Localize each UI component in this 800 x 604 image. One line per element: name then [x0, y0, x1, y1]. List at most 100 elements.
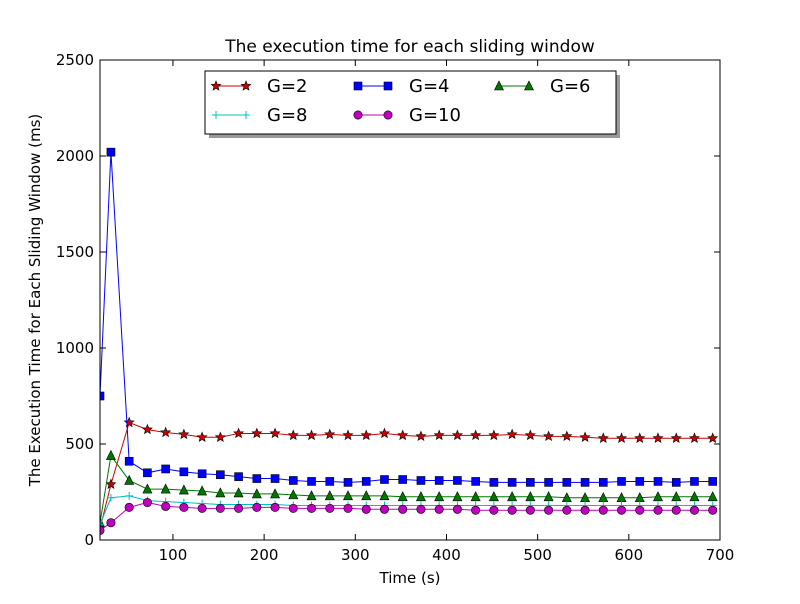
legend-marker: [524, 80, 534, 91]
data-point: [453, 476, 462, 485]
data-point: [342, 429, 354, 441]
data-point: [197, 469, 207, 479]
data-point: [544, 478, 553, 487]
y-tick-label: 2500: [56, 51, 94, 69]
data-point: [307, 503, 317, 513]
y-axis-label: The Execution Time for Each Sliding Wind…: [26, 114, 44, 488]
data-point: [343, 478, 353, 487]
data-point: [597, 432, 609, 443]
data-point: [106, 518, 116, 528]
data-point: [269, 427, 281, 439]
data-point: [343, 503, 353, 513]
data-point: [306, 490, 317, 501]
data-point: [525, 491, 536, 502]
data-point: [452, 504, 462, 514]
data-point: [451, 429, 463, 441]
data-point: [580, 505, 590, 515]
data-point: [489, 478, 499, 487]
data-point: [307, 477, 316, 486]
data-point: [123, 416, 135, 428]
data-point: [434, 476, 444, 485]
data-point: [178, 428, 190, 440]
data-point: [708, 477, 718, 486]
data-point: [398, 504, 408, 514]
series-g-6: [100, 449, 718, 528]
legend-marker: [353, 81, 363, 91]
data-point: [124, 474, 135, 485]
data-point: [652, 432, 664, 443]
data-point: [634, 432, 646, 443]
data-point: [488, 429, 500, 441]
data-point: [688, 432, 700, 443]
data-point: [379, 504, 389, 514]
data-point: [270, 502, 280, 512]
data-point: [707, 432, 719, 443]
legend-marker: [383, 110, 393, 120]
data-point: [470, 429, 482, 441]
data-point: [161, 464, 170, 474]
data-point: [380, 475, 389, 484]
data-point: [324, 490, 335, 501]
chart-title: The execution time for each sliding wind…: [224, 37, 595, 57]
data-point: [251, 488, 262, 499]
data-point: [524, 429, 536, 441]
data-point: [288, 489, 299, 500]
data-point: [506, 428, 518, 440]
data-point: [397, 429, 409, 441]
data-point: [124, 456, 134, 466]
data-point: [416, 476, 426, 485]
legend-entry: G=2: [210, 76, 307, 97]
data-point: [306, 429, 318, 441]
data-point: [616, 432, 628, 443]
data-point: [488, 491, 499, 502]
data-point: [653, 491, 663, 502]
data-point: [598, 505, 608, 515]
data-point: [471, 505, 481, 515]
data-point: [161, 501, 171, 511]
data-point: [360, 429, 372, 441]
data-point: [125, 491, 134, 500]
legend-entry: G=6: [494, 76, 590, 97]
y-tick-label: 2000: [56, 147, 94, 165]
data-point: [215, 487, 226, 498]
data-point: [197, 485, 208, 496]
data-point: [434, 491, 445, 502]
x-tick-label: 600: [615, 546, 644, 564]
legend-label: G=2: [267, 76, 307, 97]
data-point: [617, 477, 626, 486]
data-point: [234, 503, 244, 513]
x-tick-label: 700: [706, 546, 735, 564]
legend-marker: [494, 80, 504, 91]
data-point: [416, 504, 426, 514]
data-point: [562, 505, 572, 515]
data-point: [142, 483, 153, 494]
data-point: [179, 467, 189, 477]
data-point: [270, 474, 280, 483]
data-point: [106, 147, 116, 157]
data-point: [379, 490, 390, 501]
x-tick-label: 100: [159, 546, 188, 564]
legend-box: [204, 70, 617, 135]
data-point: [252, 502, 262, 512]
data-point: [689, 505, 699, 515]
data-point: [507, 491, 518, 502]
legend-label: G=4: [409, 76, 449, 97]
data-point: [617, 505, 627, 515]
data-point: [635, 505, 645, 515]
data-point: [100, 520, 104, 529]
data-point: [671, 505, 681, 515]
data-point: [561, 430, 573, 442]
ticks-layer: 100 200 300 400 500 600 700 0 500 1000 1500 2000 250…: [56, 51, 735, 564]
data-point: [653, 505, 663, 515]
series-layer: [100, 147, 719, 535]
data-point: [214, 431, 226, 442]
data-point: [562, 478, 572, 487]
data-point: [178, 484, 189, 495]
legend-marker: [242, 111, 250, 119]
data-point: [160, 426, 172, 438]
legend-entry: G=4: [353, 76, 449, 97]
data-point: [489, 505, 499, 515]
data-point: [525, 505, 535, 515]
data-point: [434, 504, 444, 514]
